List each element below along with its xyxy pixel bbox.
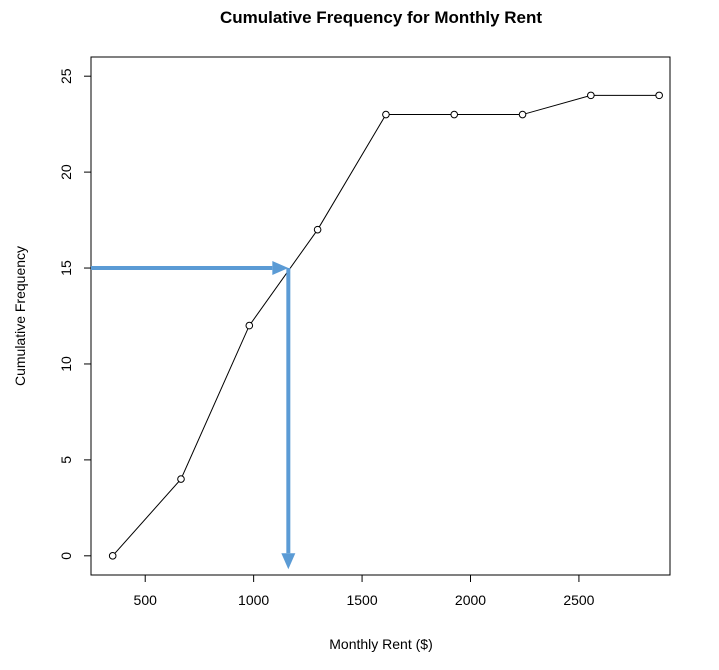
x-tick-label: 2500 bbox=[563, 592, 594, 608]
data-point bbox=[177, 475, 185, 483]
data-point bbox=[655, 91, 663, 100]
y-tick-label: 25 bbox=[58, 68, 74, 84]
y-axis: 0 5 10 15 20 25 bbox=[58, 68, 91, 560]
series-line bbox=[112, 94, 660, 557]
annotation-layer bbox=[91, 261, 296, 570]
data-point bbox=[587, 91, 595, 100]
y-tick-label: 0 bbox=[58, 552, 74, 560]
series-layer bbox=[108, 91, 663, 560]
data-point bbox=[382, 110, 390, 119]
y-tick-label: 20 bbox=[58, 164, 74, 180]
y-tick-label: 5 bbox=[58, 456, 74, 464]
data-point bbox=[518, 110, 527, 119]
x-axis: 500 1000 1500 2000 2500 bbox=[134, 575, 595, 608]
data-point bbox=[313, 225, 322, 234]
data-point bbox=[450, 110, 459, 119]
y-tick-label: 10 bbox=[58, 356, 74, 372]
annotation-arrow-head bbox=[281, 553, 296, 570]
x-tick-label: 500 bbox=[134, 592, 158, 608]
data-point bbox=[108, 552, 117, 560]
x-tick-label: 2000 bbox=[455, 592, 486, 608]
x-axis-label: Monthly Rent ($) bbox=[329, 636, 432, 652]
y-axis-label: Cumulative Frequency bbox=[12, 246, 28, 386]
chart-title: Cumulative Frequency for Monthly Rent bbox=[220, 8, 542, 27]
y-tick-label: 15 bbox=[58, 260, 74, 276]
annotation-arrow-head bbox=[272, 261, 289, 276]
x-tick-label: 1500 bbox=[346, 592, 377, 608]
x-tick-label: 1000 bbox=[238, 592, 269, 608]
plot-frame bbox=[90, 56, 671, 576]
data-point bbox=[245, 321, 254, 330]
